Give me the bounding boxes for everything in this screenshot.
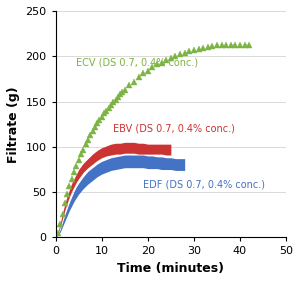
- X-axis label: Time (minutes): Time (minutes): [117, 262, 224, 275]
- Y-axis label: Filtrate (g): Filtrate (g): [7, 86, 20, 162]
- Text: EBV (DS 0.7, 0.4% conc.): EBV (DS 0.7, 0.4% conc.): [113, 124, 235, 133]
- Text: ECV (DS 0.7, 0.4% conc.): ECV (DS 0.7, 0.4% conc.): [76, 57, 199, 67]
- Text: EDF (DS 0.7, 0.4% conc.): EDF (DS 0.7, 0.4% conc.): [143, 180, 265, 190]
